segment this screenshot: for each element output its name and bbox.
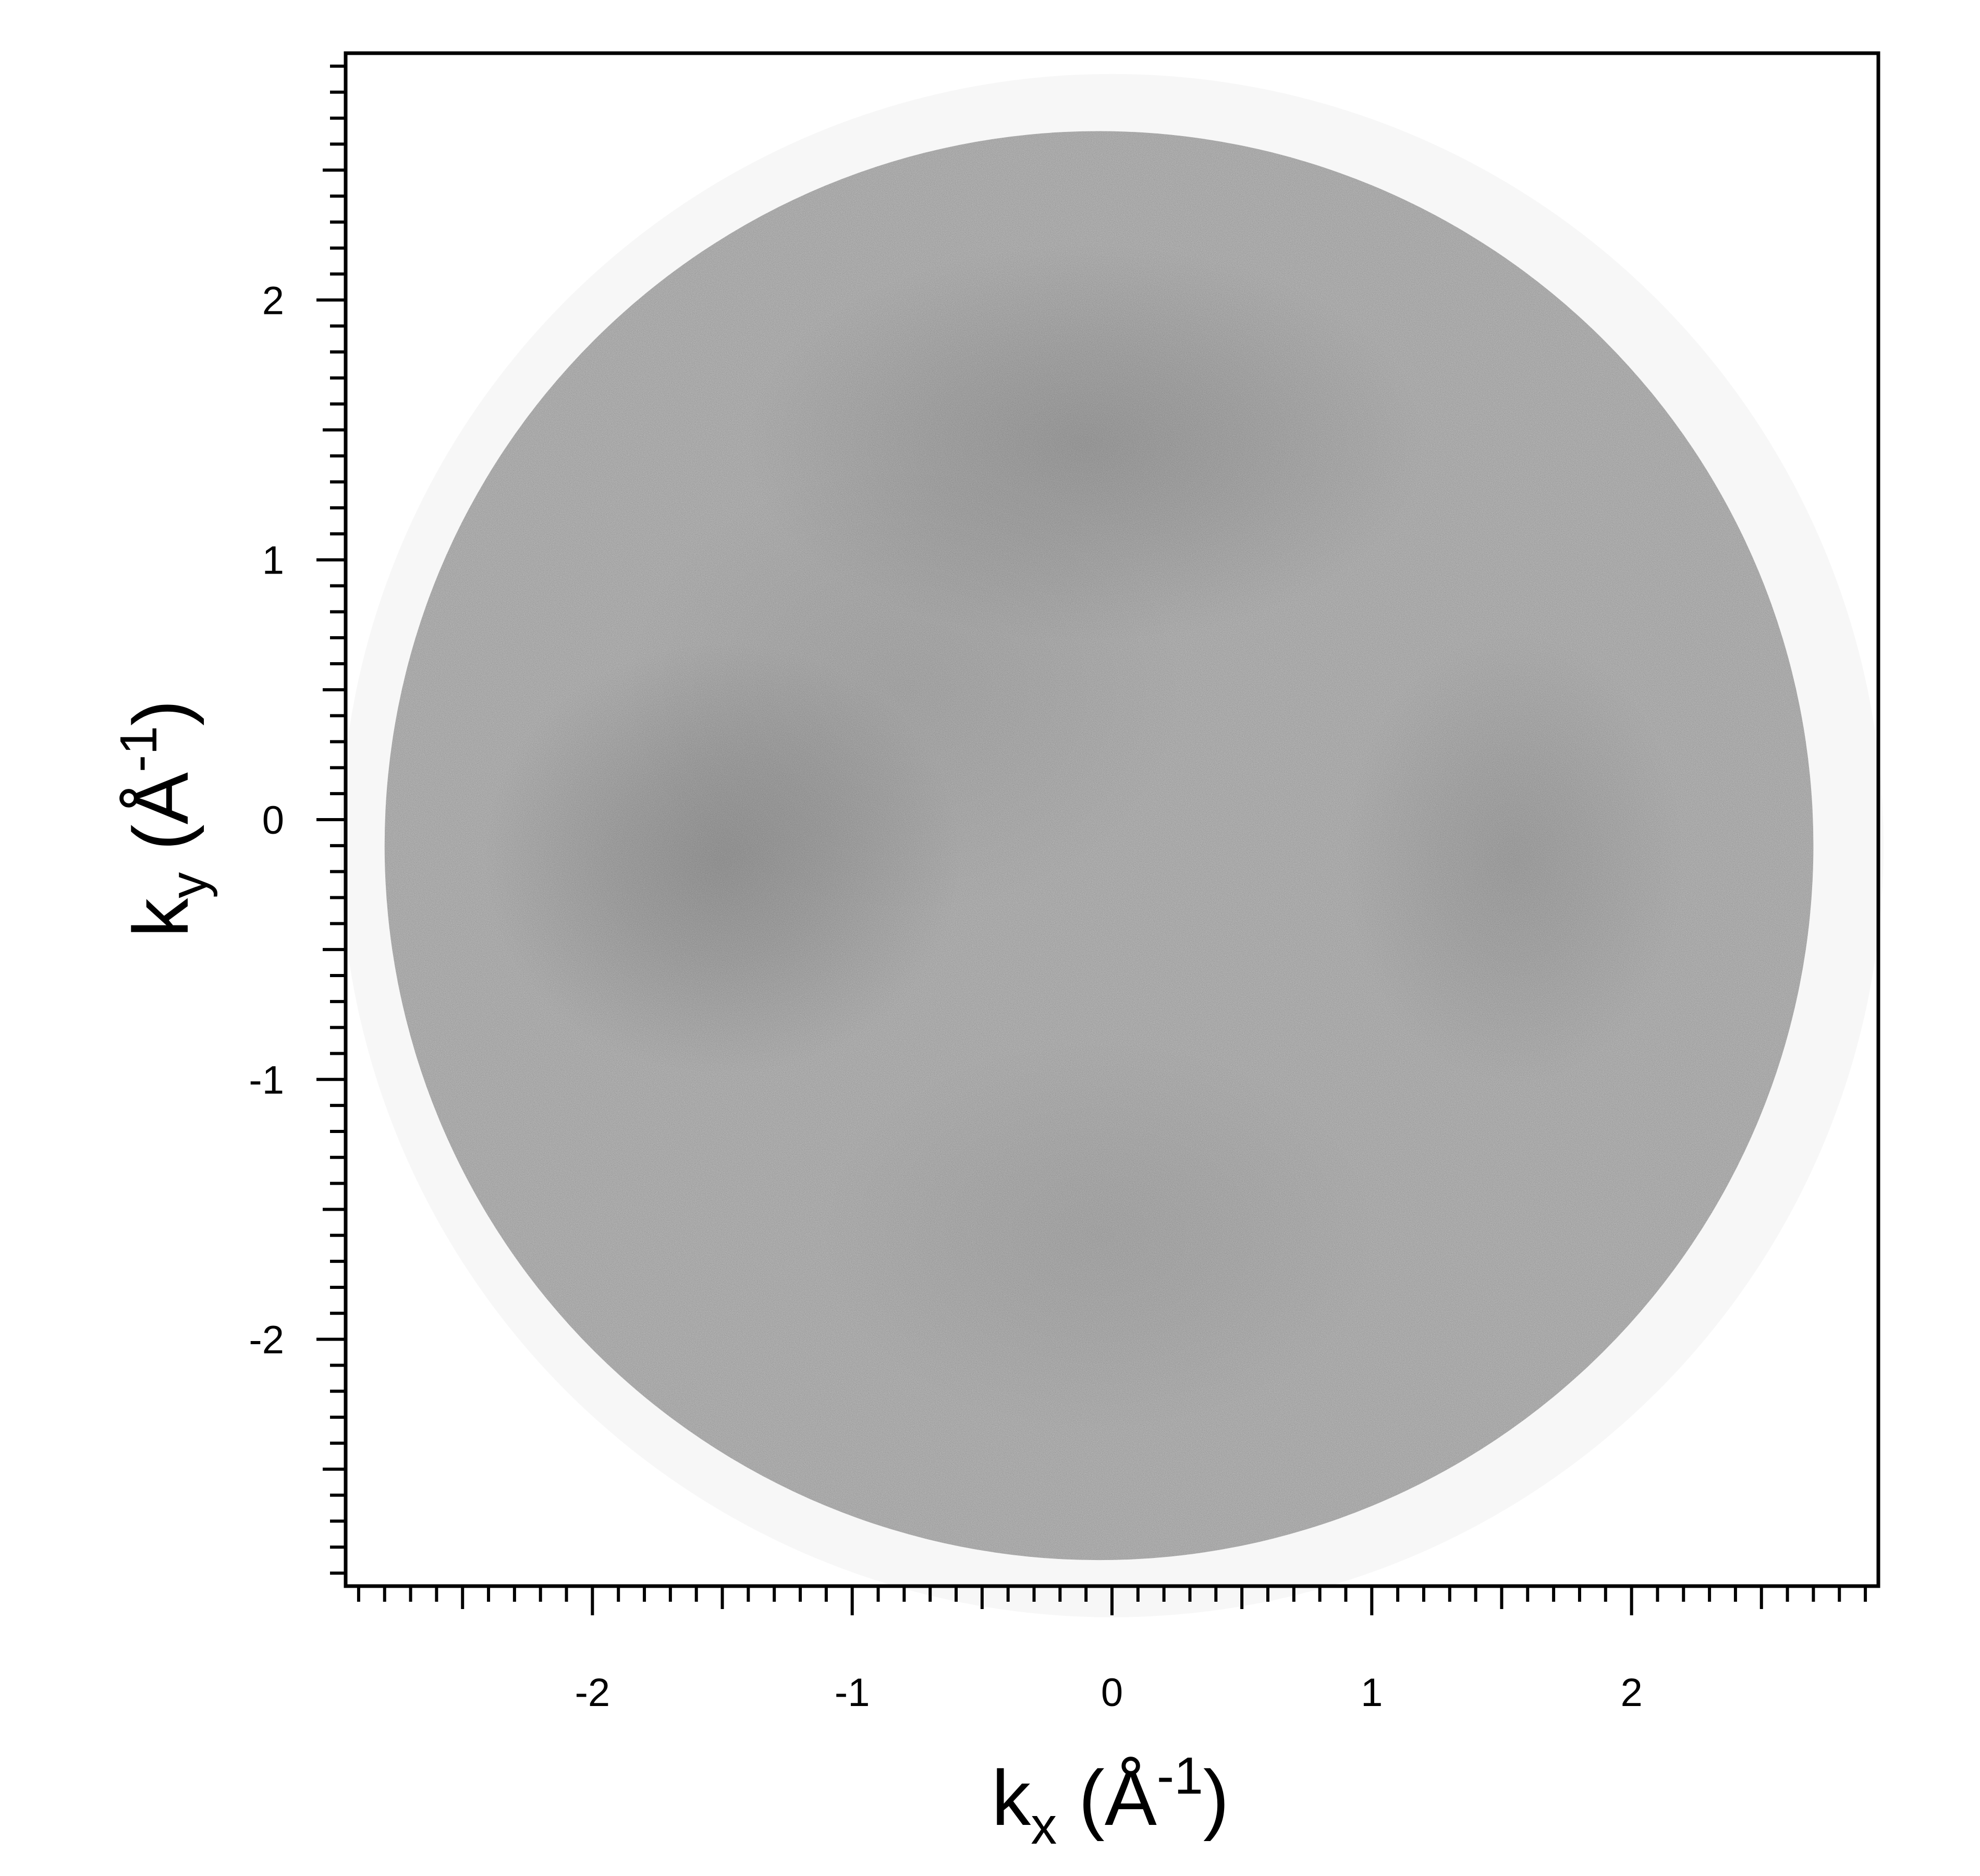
noise-texture [384, 131, 1814, 1561]
y-tick-label: 0 [262, 798, 284, 843]
x-axis-title-base: k [992, 1754, 1031, 1842]
x-tick-label: 1 [1361, 1671, 1383, 1715]
x-tick-label: -1 [835, 1671, 870, 1715]
y-axis-title: ky (Å-1) [109, 700, 218, 937]
x-tick-label: -2 [575, 1671, 610, 1715]
x-axis-title: kx (Å-1) [992, 1747, 1229, 1855]
x-axis-title-exponent: -1 [1157, 1747, 1203, 1805]
y-axis: -2 -1 0 1 2 [249, 64, 346, 1575]
x-tick-label: 0 [1101, 1671, 1123, 1715]
x-axis-title-unit: Å [1105, 1754, 1157, 1842]
y-axis-title-unit: Å [117, 772, 204, 824]
y-axis-title-exponent: -1 [109, 726, 168, 772]
plot-area [340, 74, 1884, 1617]
y-axis-title-subscript: y [160, 872, 218, 898]
x-tick-label: 2 [1620, 1671, 1642, 1715]
y-tick-label: 2 [262, 278, 284, 323]
y-tick-label: 1 [262, 539, 284, 583]
y-axis-title-base: k [117, 898, 204, 937]
y-tick-label: -1 [249, 1058, 284, 1102]
x-axis-title-subscript: x [1031, 1797, 1057, 1855]
y-tick-label: -2 [249, 1318, 284, 1362]
x-axis: -2 -1 0 1 2 [357, 1586, 1867, 1715]
